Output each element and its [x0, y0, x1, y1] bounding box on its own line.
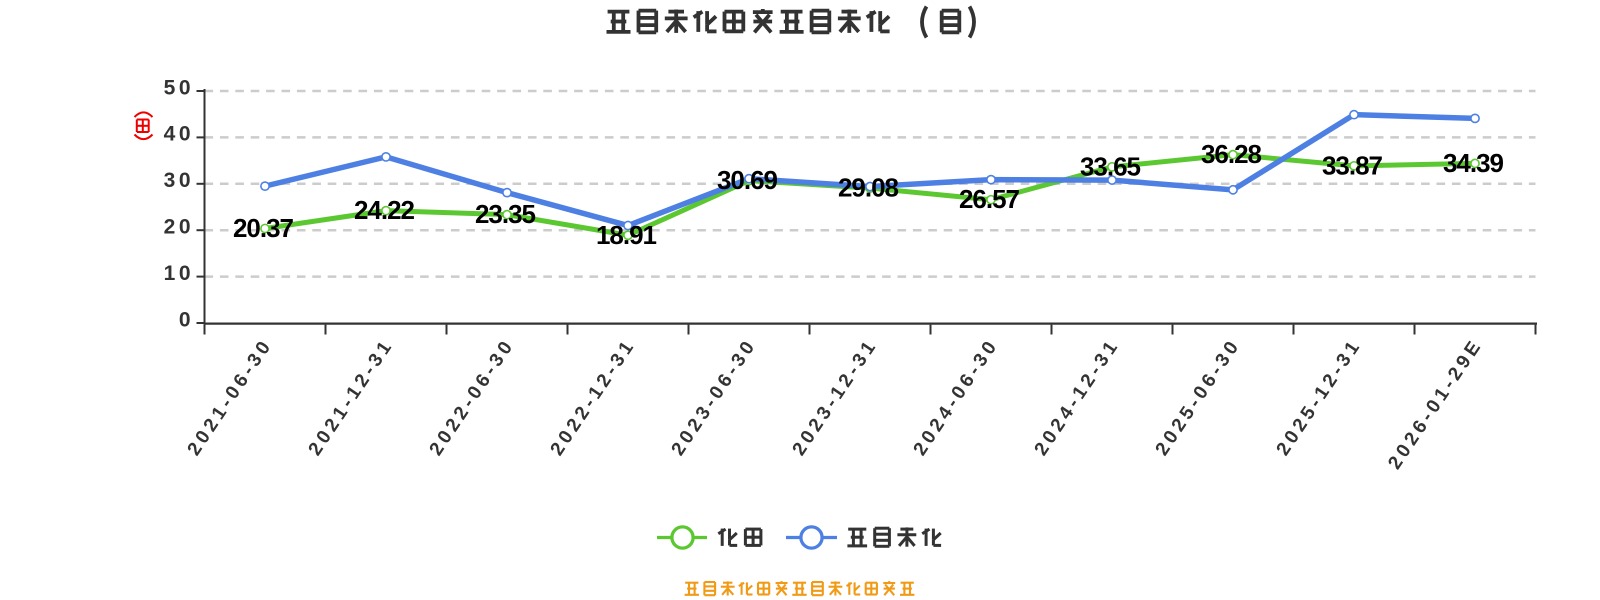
svg-text:2025-12-31: 2025-12-31 [1273, 335, 1367, 460]
svg-text:50: 50 [164, 76, 194, 99]
svg-text:26.57: 26.57 [959, 184, 1020, 214]
svg-text:2025-06-30: 2025-06-30 [1152, 335, 1246, 460]
svg-text:2024-12-31: 2024-12-31 [1031, 335, 1125, 460]
svg-text:2023-12-31: 2023-12-31 [789, 335, 883, 460]
svg-text:18.91: 18.91 [596, 220, 657, 250]
svg-text:33.65: 33.65 [1080, 151, 1141, 181]
svg-text:24.22: 24.22 [354, 195, 415, 225]
svg-text:30.69: 30.69 [717, 165, 778, 195]
svg-text:40: 40 [164, 123, 194, 146]
svg-text:36.28: 36.28 [1201, 139, 1262, 169]
svg-text:34.39: 34.39 [1443, 148, 1504, 178]
svg-text:10: 10 [164, 262, 194, 285]
svg-text:2024-06-30: 2024-06-30 [910, 335, 1004, 460]
svg-text:30: 30 [164, 169, 194, 192]
svg-text:29.08: 29.08 [838, 173, 899, 203]
svg-text:33.87: 33.87 [1322, 150, 1383, 180]
svg-text:2022-12-31: 2022-12-31 [547, 335, 641, 460]
svg-text:2023-06-30: 2023-06-30 [668, 335, 762, 460]
svg-text:20: 20 [164, 216, 194, 239]
svg-text:2022-06-30: 2022-06-30 [426, 335, 520, 460]
svg-text:2021-06-30: 2021-06-30 [184, 335, 278, 460]
svg-text:20.37: 20.37 [233, 213, 294, 243]
svg-text:23.35: 23.35 [475, 199, 536, 229]
svg-text:2021-12-31: 2021-12-31 [305, 335, 399, 460]
svg-text:2026-01-29E: 2026-01-29E [1384, 335, 1487, 473]
svg-text:0: 0 [179, 308, 194, 331]
